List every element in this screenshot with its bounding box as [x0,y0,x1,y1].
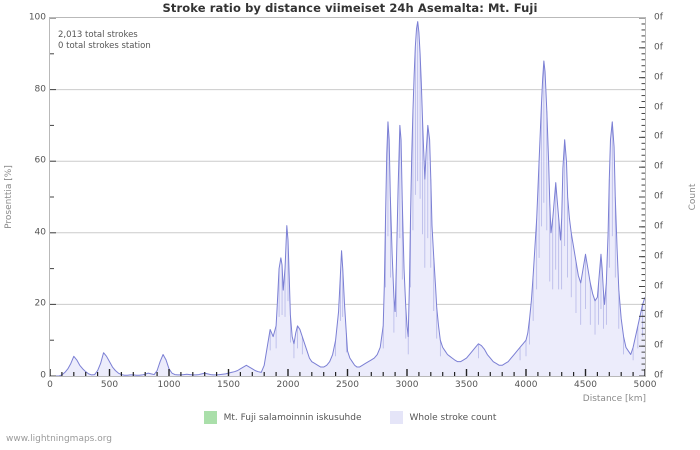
y-tick-right-5: 0f [654,221,663,232]
x-tick-1500: 1500 [217,380,240,390]
y-tick-left-100: 100 [28,12,46,23]
y-tick-right-10: 0f [654,72,663,83]
y-tick-left-40: 40 [34,227,46,238]
y-tick-left-60: 60 [34,155,46,166]
footer-url: www.lightningmaps.org [6,434,112,444]
y-axis-left-title: Prosenttia [%] [4,165,14,229]
y-tick-right-6: 0f [654,191,663,202]
annotation-total-strokes-station: 0 total strokes station [58,41,151,51]
chart-title: Stroke ratio by distance viimeiset 24h A… [162,1,538,15]
y-tick-right-4: 0f [654,251,663,262]
x-tick-3000: 3000 [395,380,419,390]
x-tick-2500: 2500 [336,380,359,390]
y-tick-right-3: 0f [654,281,663,291]
series-area-whole-stroke-count [50,21,645,376]
y-tick-right-1: 0f [654,340,663,351]
legend-label-1: Whole stroke count [409,412,497,423]
chart-plot-svg [50,18,645,376]
x-tick-1000: 1000 [157,380,181,390]
y-tick-right-12: 0f [654,12,663,23]
x-tick-5000: 5000 [633,380,657,390]
legend-swatch-icon-0 [203,411,217,424]
y-tick-left-20: 20 [34,298,46,309]
y-tick-left-0: 0 [40,370,46,381]
legend-item-0[interactable]: Mt. Fuji salamoinnin iskusuhde [203,411,362,424]
x-tick-4000: 4000 [514,380,538,390]
y-tick-right-11: 0f [654,42,663,53]
x-tick-0: 0 [47,380,53,390]
annotation-total-strokes: 2,013 total strokes [58,30,138,40]
y-tick-right-8: 0f [654,131,663,142]
y-tick-left-80: 80 [34,84,46,95]
chart-legend: Mt. Fuji salamoinnin iskusuhde Whole stro… [0,411,700,424]
y-tick-right-0: 0f [654,370,663,381]
y-tick-right-9: 0f [654,102,663,112]
x-tick-500: 500 [100,380,119,390]
y-tick-right-7: 0f [654,161,663,172]
x-tick-4500: 4500 [574,380,597,390]
legend-item-1[interactable]: Whole stroke count [389,411,497,424]
y-tick-right-2: 0f [654,310,663,321]
legend-swatch-icon-1 [389,411,403,424]
legend-label-0: Mt. Fuji salamoinnin iskusuhde [223,412,362,423]
x-tick-3500: 3500 [455,380,478,390]
x-tick-2000: 2000 [276,380,300,390]
x-axis-title: Distance [km] [582,394,646,404]
